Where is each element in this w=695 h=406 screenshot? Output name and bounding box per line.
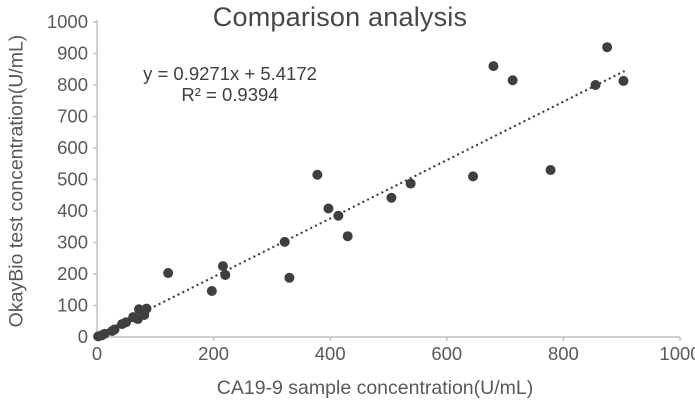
x-tick-label: 600 [431,343,462,364]
scatter-point [121,317,132,328]
chart-title: Comparison analysis [212,2,468,32]
scatter-point [488,61,499,72]
y-tick-label: 900 [57,43,88,64]
scatter-point [342,231,353,242]
scatter-point [163,268,174,279]
trendline [96,70,626,337]
y-tick-label: 700 [57,106,88,127]
scatter-point [507,75,518,86]
scatter-point [590,80,601,90]
scatter-point [279,236,290,247]
scatter-point [618,75,629,86]
scatter-point [545,165,556,176]
x-axis-title: CA19-9 sample concentration(U/mL) [216,377,534,399]
scatter-point [405,178,416,189]
scatter-point [333,210,344,221]
y-tick-label: 300 [57,232,88,253]
x-tick-label: 1000 [659,343,695,364]
scatter-point [141,303,152,314]
r-squared-label: R² = 0.9394 [181,84,279,105]
scatter-point [602,42,613,53]
trendline-equation: y = 0.9271x + 5.4172 [143,63,317,84]
x-tick-label: 400 [315,343,346,364]
y-tick-label: 600 [57,137,88,158]
scatter-point [109,324,120,335]
y-tick-label: 200 [57,263,88,284]
scatter-point [217,261,228,272]
y-tick-label: 400 [57,200,88,221]
scatter-point [468,171,479,182]
scatter-point [386,192,397,203]
y-tick-label: 0 [78,326,88,347]
scatter-point [99,328,110,339]
y-tick-label: 100 [57,295,88,316]
x-tick-label: 800 [548,343,579,364]
scatter-point [206,286,217,297]
scatter-point [312,169,323,180]
y-tick-label: 800 [57,74,88,95]
scatter-point [323,203,334,214]
trendline-annotation: y = 0.9271x + 5.4172 R² = 0.9394 [122,63,338,105]
scatter-point [220,269,231,280]
scatter-point [284,272,295,283]
x-tick-label: 0 [92,343,102,364]
x-tick-label: 200 [198,343,229,364]
y-tick-label: 1000 [47,11,88,32]
y-tick-label: 500 [57,169,88,190]
